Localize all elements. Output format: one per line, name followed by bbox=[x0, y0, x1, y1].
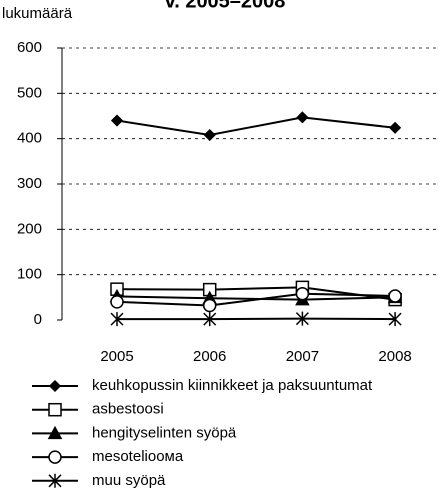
y-axis-label: lukumäärä bbox=[2, 5, 73, 22]
y-tick-label: 0 bbox=[34, 311, 42, 328]
data-point bbox=[295, 311, 309, 326]
x-tick-label: 2008 bbox=[378, 348, 411, 365]
y-tick-label: 400 bbox=[17, 130, 42, 147]
data-point bbox=[110, 114, 124, 127]
data-point bbox=[110, 295, 124, 309]
data-point bbox=[202, 298, 217, 313]
x-tick-label: 2007 bbox=[286, 348, 319, 365]
y-tick-label: 300 bbox=[17, 175, 42, 192]
legend-marker bbox=[48, 473, 62, 488]
data-point bbox=[388, 312, 402, 327]
x-tick-label: 2006 bbox=[193, 348, 226, 365]
data-point bbox=[295, 286, 310, 301]
data-point bbox=[203, 312, 217, 327]
chart-title: v. 2005–2008 bbox=[165, 0, 286, 12]
y-tick-label: 100 bbox=[17, 266, 42, 283]
legend-marker bbox=[48, 450, 62, 464]
series-line bbox=[116, 116, 396, 137]
x-tick-label: 2005 bbox=[100, 348, 133, 365]
series-line bbox=[116, 286, 396, 301]
legend-marker bbox=[47, 425, 63, 440]
legend-marker bbox=[48, 379, 62, 393]
y-tick-label: 200 bbox=[17, 220, 42, 237]
series-line bbox=[116, 292, 396, 307]
legend-marker bbox=[48, 402, 62, 417]
data-point bbox=[388, 289, 402, 303]
legend-label: keuhkopussin kiinnikkeet ja paksuuntumat bbox=[92, 377, 373, 394]
legend-label: asbestoosi bbox=[92, 401, 164, 418]
legend-label: hengityselinten syöpä bbox=[92, 424, 237, 441]
legend-label: muu syöpä bbox=[92, 472, 166, 489]
data-point bbox=[203, 128, 216, 142]
y-tick-label: 500 bbox=[17, 84, 42, 101]
data-point bbox=[296, 111, 309, 124]
legend-label: mesotelioома bbox=[92, 448, 184, 465]
data-point bbox=[110, 312, 124, 327]
data-point bbox=[389, 121, 402, 134]
y-tick-label: 600 bbox=[17, 39, 42, 56]
